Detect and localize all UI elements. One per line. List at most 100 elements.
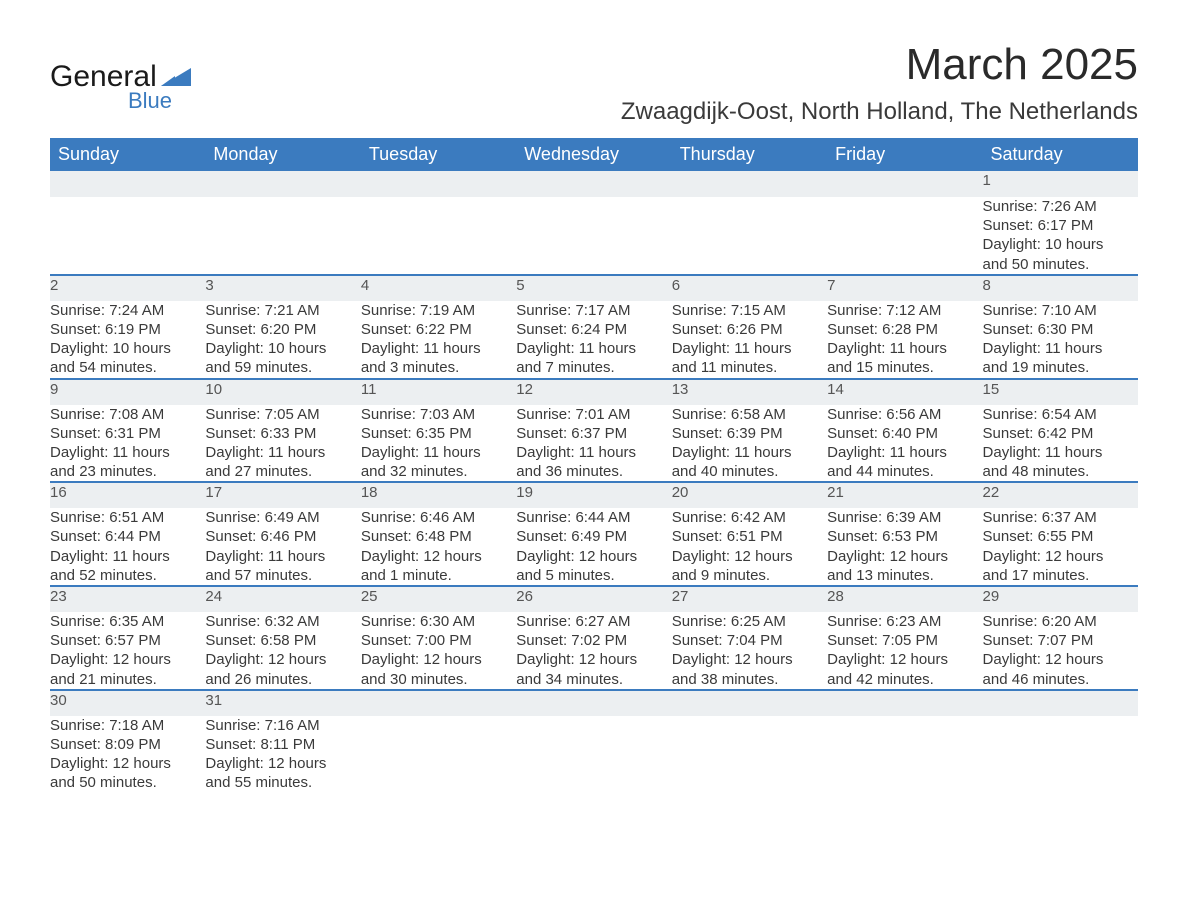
sunset-text: Sunset: 6:24 PM [516,320,671,339]
calendar-body: 1Sunrise: 7:26 AMSunset: 6:17 PMDaylight… [50,171,1138,793]
day-detail-cell: Sunrise: 6:30 AMSunset: 7:00 PMDaylight:… [361,612,516,690]
day-number-cell: 10 [205,379,360,405]
sunrise-text: Sunrise: 7:08 AM [50,405,205,424]
daylight-text-2: and 59 minutes. [205,358,360,377]
day-detail-cell [361,197,516,275]
sunrise-text: Sunrise: 7:03 AM [361,405,516,424]
day-number-cell: 9 [50,379,205,405]
day-detail-cell: Sunrise: 7:01 AMSunset: 6:37 PMDaylight:… [516,405,671,483]
day-detail-row: Sunrise: 7:18 AMSunset: 8:09 PMDaylight:… [50,716,1138,793]
header-row: General Blue March 2025 Zwaagdijk-Oost, … [50,40,1138,138]
day-number-row: 9101112131415 [50,379,1138,405]
day-number-cell: 20 [672,482,827,508]
day-detail-cell: Sunrise: 7:10 AMSunset: 6:30 PMDaylight:… [983,301,1138,379]
day-number-row: 2345678 [50,275,1138,301]
day-detail-cell: Sunrise: 7:17 AMSunset: 6:24 PMDaylight:… [516,301,671,379]
day-number-cell: 19 [516,482,671,508]
sunset-text: Sunset: 8:09 PM [50,735,205,754]
sunrise-text: Sunrise: 6:27 AM [516,612,671,631]
day-detail-cell: Sunrise: 7:12 AMSunset: 6:28 PMDaylight:… [827,301,982,379]
sunset-text: Sunset: 6:35 PM [361,424,516,443]
sunset-text: Sunset: 7:05 PM [827,631,982,650]
daylight-text-1: Daylight: 11 hours [50,547,205,566]
daylight-text-1: Daylight: 12 hours [50,754,205,773]
daylight-text-2: and 15 minutes. [827,358,982,377]
weekday-header: Saturday [983,138,1138,171]
daylight-text-2: and 32 minutes. [361,462,516,481]
day-detail-cell: Sunrise: 6:39 AMSunset: 6:53 PMDaylight:… [827,508,982,586]
daylight-text-2: and 26 minutes. [205,670,360,689]
sunrise-text: Sunrise: 6:32 AM [205,612,360,631]
sunset-text: Sunset: 6:30 PM [983,320,1138,339]
day-number-cell: 24 [205,586,360,612]
day-detail-cell [50,197,205,275]
day-detail-cell [516,716,671,793]
day-detail-cell: Sunrise: 6:56 AMSunset: 6:40 PMDaylight:… [827,405,982,483]
day-detail-cell: Sunrise: 6:23 AMSunset: 7:05 PMDaylight:… [827,612,982,690]
day-number-row: 16171819202122 [50,482,1138,508]
day-detail-cell: Sunrise: 6:44 AMSunset: 6:49 PMDaylight:… [516,508,671,586]
day-number-cell [827,171,982,197]
sunrise-text: Sunrise: 6:49 AM [205,508,360,527]
daylight-text-1: Daylight: 11 hours [361,339,516,358]
sunset-text: Sunset: 6:53 PM [827,527,982,546]
sunrise-text: Sunrise: 7:01 AM [516,405,671,424]
day-number-cell: 30 [50,690,205,716]
day-number-cell [516,690,671,716]
day-detail-cell [516,197,671,275]
sunrise-text: Sunrise: 6:30 AM [361,612,516,631]
daylight-text-1: Daylight: 12 hours [361,547,516,566]
day-detail-cell [672,197,827,275]
title-block: March 2025 Zwaagdijk-Oost, North Holland… [621,40,1138,138]
daylight-text-1: Daylight: 12 hours [50,650,205,669]
daylight-text-1: Daylight: 11 hours [50,443,205,462]
daylight-text-1: Daylight: 11 hours [516,443,671,462]
day-detail-cell [827,716,982,793]
daylight-text-1: Daylight: 11 hours [361,443,516,462]
daylight-text-2: and 46 minutes. [983,670,1138,689]
weekday-header: Tuesday [361,138,516,171]
sunrise-text: Sunrise: 7:17 AM [516,301,671,320]
daylight-text-2: and 50 minutes. [50,773,205,792]
day-number-cell: 18 [361,482,516,508]
day-number-row: 3031 [50,690,1138,716]
day-detail-cell: Sunrise: 6:32 AMSunset: 6:58 PMDaylight:… [205,612,360,690]
daylight-text-2: and 57 minutes. [205,566,360,585]
daylight-text-1: Daylight: 10 hours [50,339,205,358]
daylight-text-1: Daylight: 11 hours [516,339,671,358]
daylight-text-1: Daylight: 12 hours [983,547,1138,566]
daylight-text-1: Daylight: 11 hours [672,443,827,462]
sunrise-text: Sunrise: 7:18 AM [50,716,205,735]
day-detail-cell [827,197,982,275]
daylight-text-2: and 1 minute. [361,566,516,585]
day-detail-cell: Sunrise: 6:25 AMSunset: 7:04 PMDaylight:… [672,612,827,690]
calendar-table: Sunday Monday Tuesday Wednesday Thursday… [50,138,1138,793]
sunset-text: Sunset: 7:07 PM [983,631,1138,650]
day-number-cell: 23 [50,586,205,612]
daylight-text-2: and 3 minutes. [361,358,516,377]
day-detail-cell: Sunrise: 6:42 AMSunset: 6:51 PMDaylight:… [672,508,827,586]
day-number-cell: 5 [516,275,671,301]
daylight-text-2: and 23 minutes. [50,462,205,481]
sunrise-text: Sunrise: 7:16 AM [205,716,360,735]
sunset-text: Sunset: 6:46 PM [205,527,360,546]
weekday-header: Friday [827,138,982,171]
day-number-cell: 1 [983,171,1138,197]
sunset-text: Sunset: 7:04 PM [672,631,827,650]
day-number-cell: 31 [205,690,360,716]
day-detail-cell [361,716,516,793]
sunset-text: Sunset: 6:49 PM [516,527,671,546]
sunrise-text: Sunrise: 7:19 AM [361,301,516,320]
sunrise-text: Sunrise: 6:44 AM [516,508,671,527]
daylight-text-1: Daylight: 12 hours [827,547,982,566]
month-title: March 2025 [621,40,1138,90]
sunrise-text: Sunrise: 6:54 AM [983,405,1138,424]
sunset-text: Sunset: 6:22 PM [361,320,516,339]
day-number-cell [50,171,205,197]
sunrise-text: Sunrise: 7:26 AM [983,197,1138,216]
sunset-text: Sunset: 6:39 PM [672,424,827,443]
day-number-cell: 21 [827,482,982,508]
sunset-text: Sunset: 6:44 PM [50,527,205,546]
day-detail-row: Sunrise: 7:08 AMSunset: 6:31 PMDaylight:… [50,405,1138,483]
day-number-cell [672,171,827,197]
